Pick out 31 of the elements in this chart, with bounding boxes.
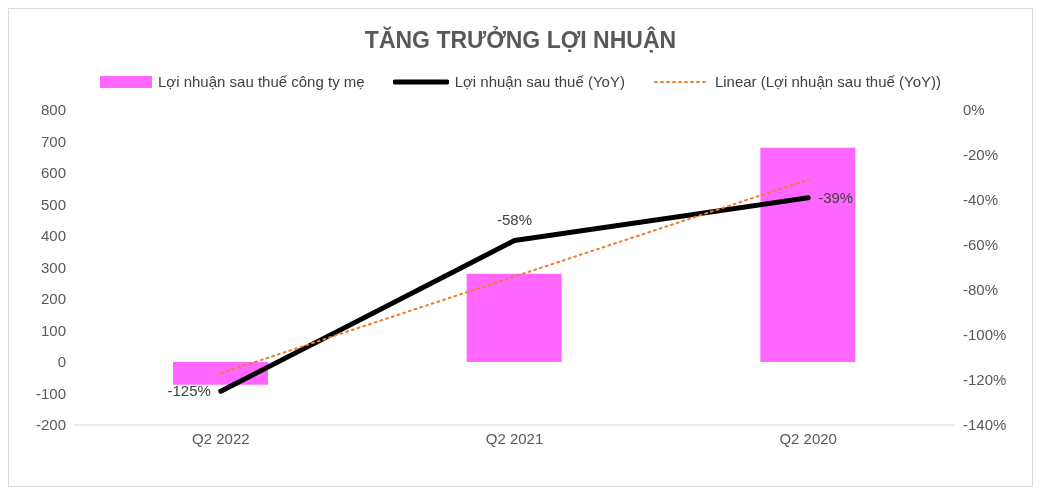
y2-tick-label: 0% — [963, 101, 985, 119]
y-tick-label: 500 — [40, 195, 66, 213]
legend-label: Lợi nhuận sau thuế công ty mẹ — [158, 73, 365, 90]
x-tick-label: Q2 2020 — [779, 429, 837, 447]
y-tick-label: -100 — [35, 384, 66, 402]
y2-tick-label: -100% — [963, 326, 1007, 344]
y-tick-label: 300 — [40, 258, 66, 276]
y-tick-label: 400 — [40, 227, 66, 245]
y2-tick-label: -120% — [963, 371, 1007, 389]
y2-tick-label: -40% — [963, 191, 999, 209]
bar — [760, 147, 856, 362]
y2-tick-label: -140% — [963, 416, 1007, 434]
y-tick-label: 700 — [40, 132, 66, 150]
y2-tick-label: -60% — [963, 236, 999, 254]
y-tick-label: 600 — [40, 164, 66, 182]
data-label: -125% — [167, 382, 211, 400]
legend-label: Linear (Lợi nhuận sau thuế (YoY)) — [714, 73, 941, 90]
y-tick-label: -200 — [35, 416, 66, 434]
y-tick-label: 100 — [40, 321, 66, 339]
x-tick-label: Q2 2021 — [485, 429, 544, 447]
y2-tick-label: -80% — [963, 281, 999, 299]
bar — [466, 273, 562, 362]
y-tick-label: 200 — [40, 290, 66, 308]
data-label: -58% — [496, 210, 533, 228]
data-label: -39% — [818, 188, 854, 206]
x-tick-label: Q2 2022 — [192, 429, 250, 447]
chart-title: TĂNG TRƯỞNG LỢI NHUẬN — [363, 27, 678, 55]
legend-label: Lợi nhuận sau thuế (YoY) — [454, 73, 625, 90]
y-tick-label: 800 — [40, 101, 66, 119]
y-tick-label: 0 — [57, 353, 66, 371]
y2-tick-label: -20% — [963, 146, 999, 164]
